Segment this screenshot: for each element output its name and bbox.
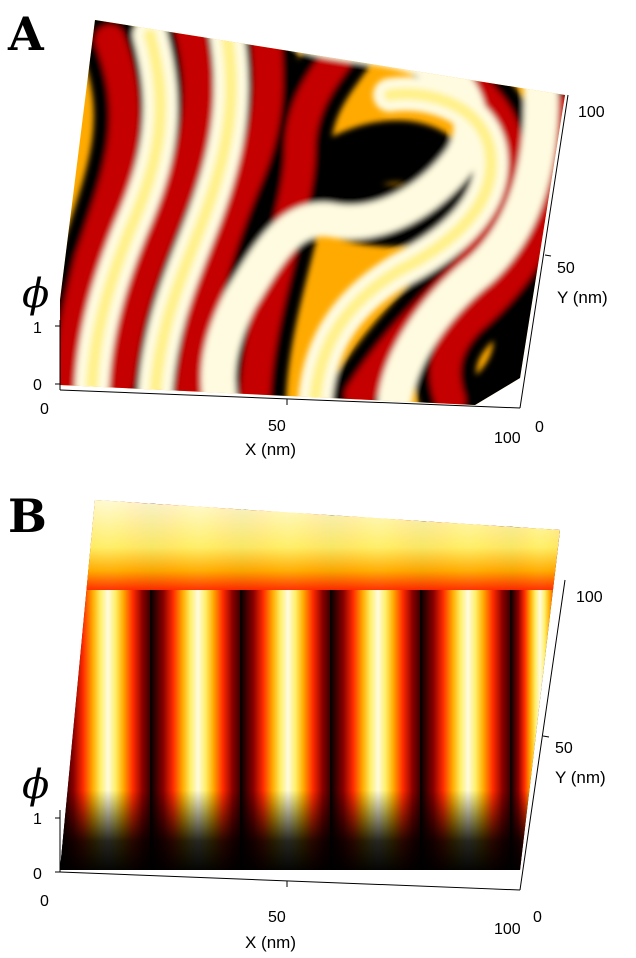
x-tick: 50 bbox=[268, 418, 286, 435]
z-axis-label: ϕ bbox=[22, 271, 49, 317]
axes bbox=[55, 579, 566, 891]
y-axis-label: Y (nm) bbox=[555, 768, 606, 787]
panel-b: B bbox=[8, 489, 606, 952]
y-tick: 0 bbox=[535, 419, 544, 436]
y-axis-label: Y (nm) bbox=[557, 288, 608, 307]
x-tick: 50 bbox=[268, 909, 286, 926]
panel-a: A bbox=[7, 7, 608, 459]
panel-letter: B bbox=[8, 489, 47, 543]
y-tick: 100 bbox=[578, 104, 605, 121]
z-axis-label: ϕ bbox=[22, 762, 49, 808]
z-tick: 1 bbox=[33, 811, 42, 828]
z-tick: 0 bbox=[33, 866, 42, 883]
x-tick: 100 bbox=[494, 921, 521, 938]
x-axis-label: X (nm) bbox=[245, 440, 296, 459]
y-tick: 50 bbox=[557, 260, 575, 277]
surface-plot bbox=[60, 500, 560, 870]
y-tick: 50 bbox=[555, 740, 573, 757]
x-axis-label: X (nm) bbox=[245, 933, 296, 952]
x-tick: 100 bbox=[494, 430, 521, 447]
panel-letter: A bbox=[7, 7, 45, 61]
x-tick: 0 bbox=[40, 401, 49, 418]
y-tick: 0 bbox=[533, 909, 542, 926]
z-tick: 0 bbox=[33, 377, 42, 394]
y-tick: 100 bbox=[576, 589, 603, 606]
axes bbox=[55, 94, 569, 409]
surface-plot bbox=[60, 20, 565, 405]
z-tick: 1 bbox=[33, 320, 42, 337]
x-tick: 0 bbox=[40, 893, 49, 910]
